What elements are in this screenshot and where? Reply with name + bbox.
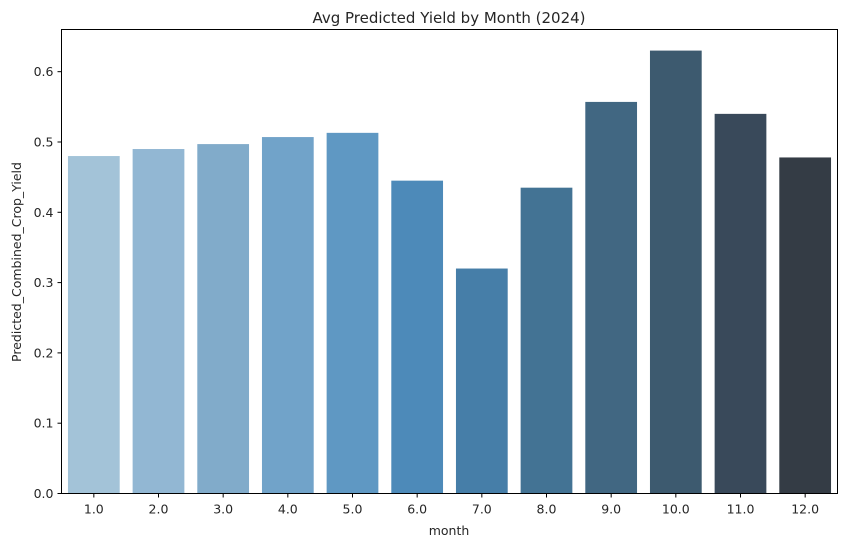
x-tick-label: 6.0 bbox=[407, 502, 427, 517]
chart-title: Avg Predicted Yield by Month (2024) bbox=[312, 9, 585, 27]
y-axis-ticks: 0.0 0.1 0.2 0.3 0.4 0.5 0.6 bbox=[34, 64, 62, 501]
bar-1.0 bbox=[67, 156, 120, 494]
x-tick-label: 4.0 bbox=[278, 502, 298, 517]
bar-5.0 bbox=[326, 132, 379, 494]
bar-10.0 bbox=[649, 50, 702, 494]
plot-frame bbox=[61, 29, 838, 494]
y-axis-label: Predicted_Combined_Crop_Yield bbox=[9, 162, 24, 362]
x-tick-label: 3.0 bbox=[213, 502, 233, 517]
bar-6.0 bbox=[391, 180, 444, 494]
x-axis-ticks: 1.0 2.0 3.0 4.0 5.0 6.0 7.0 8.0 9.0 10.0 11.0 12.0 bbox=[84, 493, 819, 517]
bars-group bbox=[67, 50, 832, 494]
y-tick-label: 0.1 bbox=[34, 416, 54, 431]
bar-7.0 bbox=[455, 268, 508, 494]
x-tick-label: 11.0 bbox=[727, 502, 755, 517]
y-tick-label: 0.0 bbox=[34, 486, 54, 501]
y-tick-label: 0.3 bbox=[34, 275, 54, 290]
x-tick-label: 9.0 bbox=[601, 502, 621, 517]
bar-11.0 bbox=[714, 113, 767, 494]
x-tick-label: 7.0 bbox=[472, 502, 492, 517]
x-tick-label: 5.0 bbox=[343, 502, 363, 517]
bar-4.0 bbox=[261, 137, 314, 494]
x-axis-label: month bbox=[429, 523, 470, 538]
bar-9.0 bbox=[585, 101, 638, 494]
x-tick-label: 12.0 bbox=[791, 502, 819, 517]
bar-12.0 bbox=[779, 157, 832, 494]
x-tick-label: 10.0 bbox=[662, 502, 690, 517]
y-tick-label: 0.6 bbox=[34, 64, 54, 79]
bar-8.0 bbox=[520, 187, 573, 494]
x-tick-label: 1.0 bbox=[84, 502, 104, 517]
x-tick-label: 2.0 bbox=[149, 502, 169, 517]
x-tick-label: 8.0 bbox=[537, 502, 557, 517]
y-tick-label: 0.5 bbox=[34, 134, 54, 149]
bar-2.0 bbox=[132, 149, 185, 494]
y-tick-label: 0.2 bbox=[34, 345, 54, 360]
bar-3.0 bbox=[197, 144, 250, 494]
y-tick-label: 0.4 bbox=[34, 205, 54, 220]
